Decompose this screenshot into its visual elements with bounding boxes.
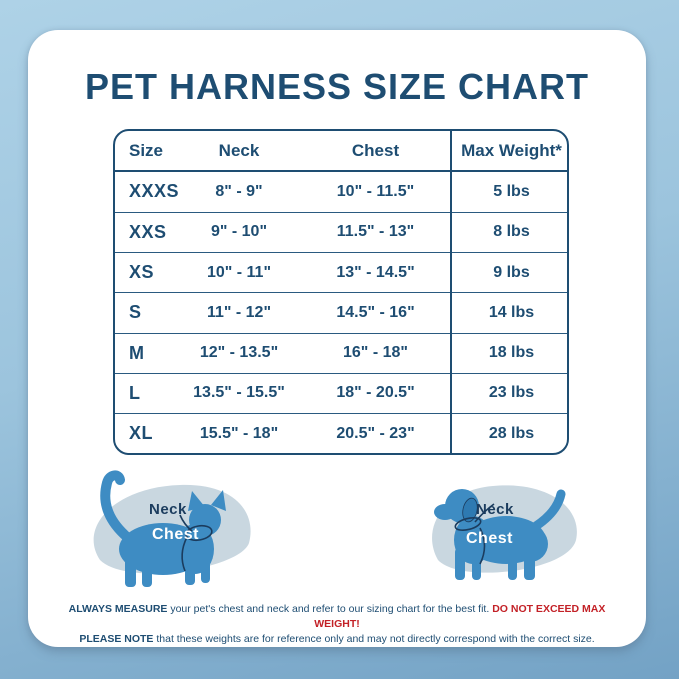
table-row: XXXS 8" - 9" 10" - 11.5" 5 lbs [115,171,567,213]
col-header-chest: Chest [301,131,451,172]
cat-chest-label: Chest [152,526,199,543]
footer-note: ALWAYS MEASURE your pet's chest and neck… [50,602,624,648]
dog-silhouette [434,489,566,580]
table-header-row: Size Neck Chest Max Weight* [115,131,567,172]
chest-cell: 18" - 20.5" [301,372,451,414]
max-weight-cell: 5 lbs [450,171,567,213]
neck-cell: 9" - 10" [177,211,301,253]
max-weight-cell: 9 lbs [450,251,567,293]
neck-cell: 12" - 13.5" [177,332,301,374]
max-weight-cell: 8 lbs [450,211,567,253]
dog-neck-label: Neck [476,501,514,518]
chest-cell: 10" - 11.5" [336,182,415,200]
measurement-lines [179,514,213,572]
neck-cell: 13.5" - 15.5" [177,372,301,414]
max-weight-cell: 14 lbs [450,292,567,334]
cat-silhouette [100,470,226,587]
dog-measurement-diagram: Neck Chest [418,478,593,590]
chest-cell: 20.5" - 23" [301,413,451,453]
footer-line-1-text: your pet's chest and neck and refer to o… [167,603,493,615]
footer-line-2-text: that these weights are for reference onl… [153,633,595,646]
cat-icon [93,470,251,587]
neck-cell: 11" - 12" [177,292,301,334]
size-cell: XXS [115,211,177,253]
max-weight-cell: 18 lbs [450,332,567,374]
cat-neck-label: Neck [149,501,187,518]
footer-please-note: PLEASE NOTE [79,633,154,646]
neck-cell: 15.5" - 18" [177,413,301,453]
dog-chest-label: Chest [466,530,513,547]
chest-cell: 11.5" - 13" [301,211,451,253]
size-cell: L [115,372,177,414]
table-row: XS 10" - 11" 13" - 14.5" 9 lbs [115,251,567,293]
chest-cell: 14.5" - 16" [301,292,451,334]
chest-cell: 13" - 14.5" [301,251,451,293]
dog-ear [462,497,478,523]
footer-always-measure: ALWAYS MEASURE [68,603,168,615]
size-cell: M [115,332,177,374]
col-header-neck: Neck [177,131,301,172]
table-row: XXS 9" - 10" 11.5" - 13" 8 lbs [115,211,567,253]
size-cell: S [115,292,177,334]
max-weight-cell: 23 lbs [450,372,567,414]
neck-cell: 8" - 9" [215,182,263,200]
table-row: M 12" - 13.5" 16" - 18" 18 lbs [115,332,567,374]
col-header-max-weight: Max Weight* [450,131,567,172]
col-header-size: Size [115,131,177,172]
measurement-lines [454,503,495,565]
neck-cell: 10" - 11" [177,251,301,293]
table-row: L 13.5" - 15.5" 18" - 20.5" 23 lbs [115,372,567,414]
footer-max-weight-warning: DO NOT EXCEED MAX WEIGHT! [314,603,606,631]
size-cell: XXXS [129,181,180,202]
page-title: PET HARNESS SIZE CHART [84,66,590,107]
size-cell: XS [115,251,177,293]
table-row: S 11" - 12" 14.5" - 16" 14 lbs [115,292,567,334]
footer-line-1: ALWAYS MEASURE your pet's chest and neck… [50,602,624,632]
table-row: XL 15.5" - 18" 20.5" - 23" 28 lbs [115,413,567,453]
dog-icon [432,485,577,580]
size-cell: XL [115,413,177,453]
cat-measurement-diagram: Neck Chest [75,465,345,605]
size-table: Size Neck Chest Max Weight* XXXS 8" - 9"… [113,129,569,455]
max-weight-cell: 28 lbs [450,413,567,453]
chest-cell: 16" - 18" [301,332,451,374]
size-chart-card: PET HARNESS SIZE CHART Size Neck Chest M… [28,30,646,647]
footer-line-2: PLEASE NOTE that these weights are for r… [50,632,624,647]
